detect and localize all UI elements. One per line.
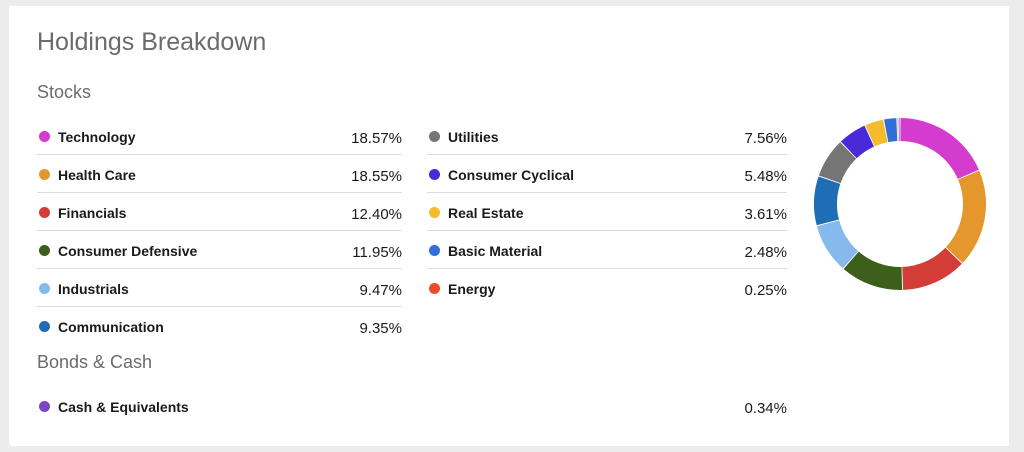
donut-slice — [814, 176, 841, 226]
stocks-list-right: Utilities 7.56% Consumer Cyclical 5.48% Real… — [427, 117, 787, 306]
legend-value: 5.48% — [744, 168, 787, 185]
legend-label: Health Care — [58, 167, 136, 183]
legend-value: 11.95% — [352, 244, 402, 261]
donut-slice — [884, 118, 898, 143]
legend-row: Consumer Cyclical 5.48% — [427, 155, 787, 193]
legend-swatch-icon — [39, 245, 50, 256]
legend-value: 9.35% — [359, 320, 402, 337]
legend-value: 18.55% — [351, 168, 402, 185]
donut-slice — [898, 118, 900, 142]
legend-swatch-icon — [39, 169, 50, 180]
legend-row: Health Care 18.55% — [37, 155, 402, 193]
legend-label: Energy — [448, 281, 496, 297]
legend-row: Communication 9.35% — [37, 307, 402, 344]
legend-label: Cash & Equivalents — [58, 399, 189, 415]
legend-row: Technology 18.57% — [37, 117, 402, 155]
donut-slice — [897, 118, 899, 142]
legend-row: Utilities 7.56% — [427, 117, 787, 155]
holdings-donut-chart — [814, 118, 986, 290]
legend-row: Cash & Equivalents 0.34% — [37, 387, 787, 424]
legend-row: Basic Material 2.48% — [427, 231, 787, 269]
legend-label: Real Estate — [448, 205, 524, 221]
legend-swatch-icon — [429, 245, 440, 256]
legend-value: 18.57% — [351, 130, 402, 147]
legend-row: Industrials 9.47% — [37, 269, 402, 307]
legend-swatch-icon — [39, 401, 50, 412]
legend-swatch-icon — [39, 283, 50, 294]
legend-row: Consumer Defensive 11.95% — [37, 231, 402, 269]
legend-label: Industrials — [58, 281, 129, 297]
legend-row: Real Estate 3.61% — [427, 193, 787, 231]
legend-row: Energy 0.25% — [427, 269, 787, 306]
legend-row: Financials 12.40% — [37, 193, 402, 231]
legend-label: Consumer Defensive — [58, 243, 198, 259]
section-bonds-heading: Bonds & Cash — [37, 352, 153, 372]
donut-slice — [818, 142, 857, 184]
legend-value: 0.25% — [744, 282, 787, 299]
donut-slice — [840, 125, 874, 159]
legend-swatch-icon — [39, 207, 50, 218]
legend-swatch-icon — [429, 207, 440, 218]
legend-label: Utilities — [448, 129, 499, 145]
legend-value: 9.47% — [359, 282, 402, 299]
donut-slice — [865, 119, 888, 147]
section-stocks-heading: Stocks — [37, 82, 92, 102]
donut-slice — [902, 247, 962, 290]
legend-swatch-icon — [39, 321, 50, 332]
legend-label: Technology — [58, 129, 136, 145]
donut-slice — [816, 220, 859, 269]
donut-slice — [945, 170, 986, 263]
legend-swatch-icon — [39, 131, 50, 142]
legend-label: Consumer Cyclical — [448, 167, 575, 183]
legend-label: Financials — [58, 205, 127, 221]
page-title: Holdings Breakdown — [37, 28, 267, 56]
legend-value: 7.56% — [744, 130, 787, 147]
legend-value: 0.34% — [744, 400, 787, 417]
legend-swatch-icon — [429, 169, 440, 180]
donut-slice — [900, 118, 979, 179]
legend-swatch-icon — [429, 131, 440, 142]
holdings-card: Holdings Breakdown Stocks Technology 18.5… — [9, 6, 1009, 446]
stocks-list-left: Technology 18.57% Health Care 18.55% Financi… — [37, 117, 402, 344]
legend-value: 2.48% — [744, 244, 787, 261]
legend-value: 12.40% — [351, 206, 402, 223]
legend-label: Basic Material — [448, 243, 543, 259]
bonds-cash-list: Cash & Equivalents 0.34% — [37, 387, 787, 424]
legend-swatch-icon — [429, 283, 440, 294]
donut-slice — [843, 251, 903, 290]
legend-value: 3.61% — [744, 206, 787, 223]
legend-label: Communication — [58, 319, 164, 335]
